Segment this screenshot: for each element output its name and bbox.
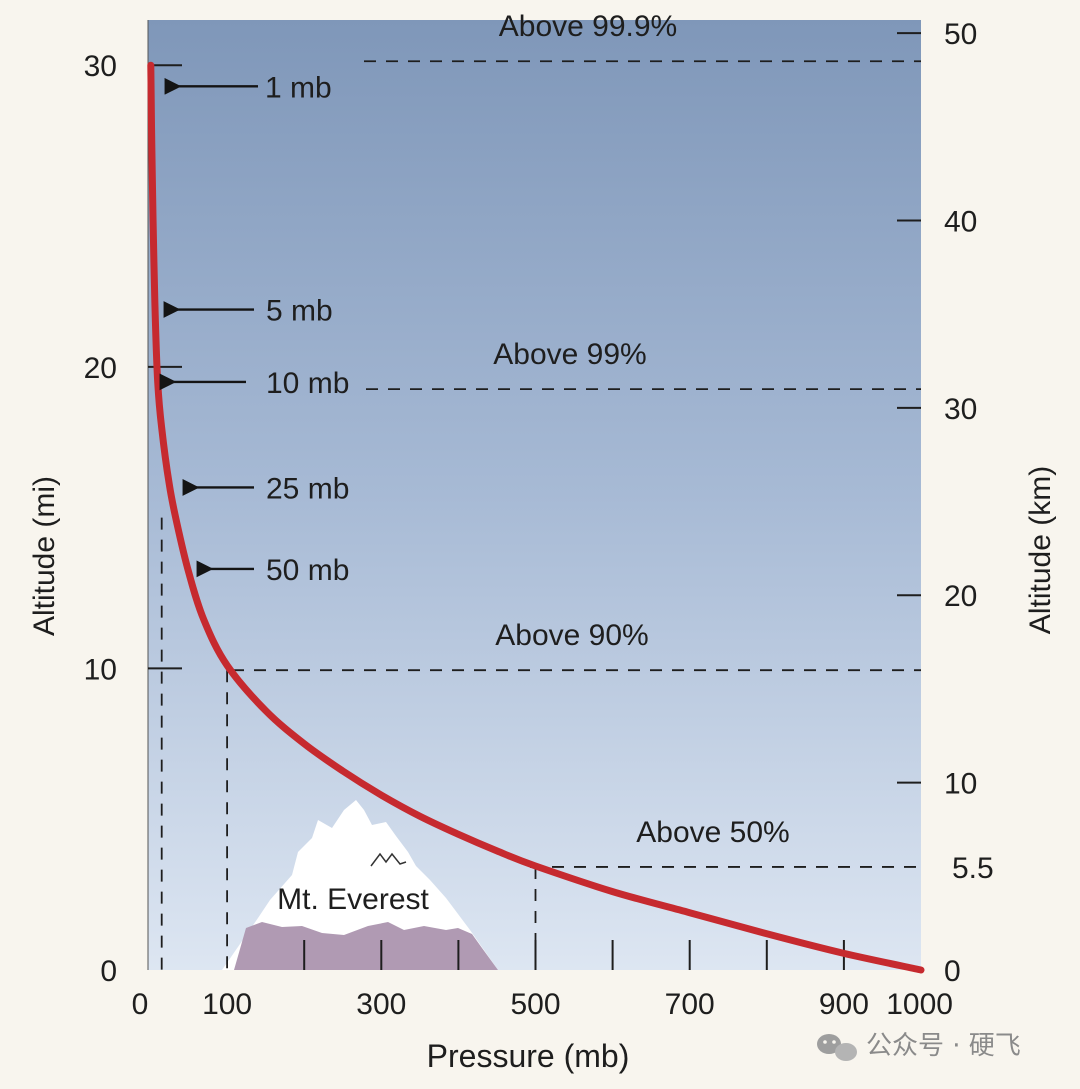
ref-label-above-50: Above 50% xyxy=(636,816,789,849)
y-left-tick-label-0: 0 xyxy=(100,955,117,988)
ref-label-above-99-9: Above 99.9% xyxy=(499,10,677,43)
x-tick-label-500: 500 xyxy=(510,988,560,1021)
y-right-tick-label-10: 10 xyxy=(944,768,977,801)
reference-lines xyxy=(232,60,921,868)
y-left-tick-label-10: 10 xyxy=(84,653,117,686)
y-right-tick-label-30: 30 xyxy=(944,393,977,426)
bottom-axis: 0 100 300 500 700 900 1000 xyxy=(132,940,953,1021)
mount-everest xyxy=(222,800,498,970)
marker-label-1-mb: 1 mb xyxy=(265,71,332,104)
pressure-curve xyxy=(147,61,925,974)
watermark-text: 公众号 · 硬飞 xyxy=(866,1031,1021,1061)
y-left-tick-label-30: 30 xyxy=(84,50,117,83)
plot-background xyxy=(148,20,921,970)
mt-everest-label: Mt. Everest xyxy=(277,883,429,916)
marker-label-5-mb: 5 mb xyxy=(266,295,333,328)
peak-symbol xyxy=(370,852,407,867)
y-right-tick-label-0: 0 xyxy=(944,955,961,988)
x-tick-label-1000: 1000 xyxy=(886,988,953,1021)
mountain-base xyxy=(234,922,498,970)
y-right-tick-label-20: 20 xyxy=(944,580,977,613)
x-tick-label-100: 100 xyxy=(202,988,252,1021)
x-tick-label-700: 700 xyxy=(665,988,715,1021)
x-tick-label-300: 300 xyxy=(356,988,406,1021)
y-right-tick-label-5-5: 5.5 xyxy=(952,852,994,885)
reference-labels: Above 99.9% Above 99% Above 90% Above 50% xyxy=(493,10,789,849)
wechat-icon xyxy=(817,1034,857,1061)
x-axis-title: Pressure (mb) xyxy=(427,1038,630,1074)
ref-label-above-90: Above 90% xyxy=(495,619,648,652)
y-left-tick-label-20: 20 xyxy=(84,352,117,385)
watermark: 公众号 · 硬飞 xyxy=(817,1031,1021,1061)
y-axis-right-title: Altitude (km) xyxy=(1024,466,1057,634)
left-axis: 0 10 20 30 xyxy=(84,50,182,988)
y-right-tick-label-40: 40 xyxy=(944,205,977,238)
x-tick-label-0: 0 xyxy=(132,988,149,1021)
marker-label-50-mb: 50 mb xyxy=(266,554,349,587)
right-axis: 0 5.5 10 20 30 40 50 xyxy=(897,18,994,988)
marker-label-10-mb: 10 mb xyxy=(266,367,349,400)
marker-label-25-mb: 25 mb xyxy=(266,472,349,505)
y-axis-left-title: Altitude (mi) xyxy=(28,476,61,636)
pressure-markers: 1 mb 5 mb 10 mb 25 mb 50 mb xyxy=(159,71,349,587)
drop-lines xyxy=(160,517,537,970)
y-right-tick-label-50: 50 xyxy=(944,18,977,51)
x-tick-label-900: 900 xyxy=(819,988,869,1021)
ref-label-above-99: Above 99% xyxy=(493,338,646,371)
